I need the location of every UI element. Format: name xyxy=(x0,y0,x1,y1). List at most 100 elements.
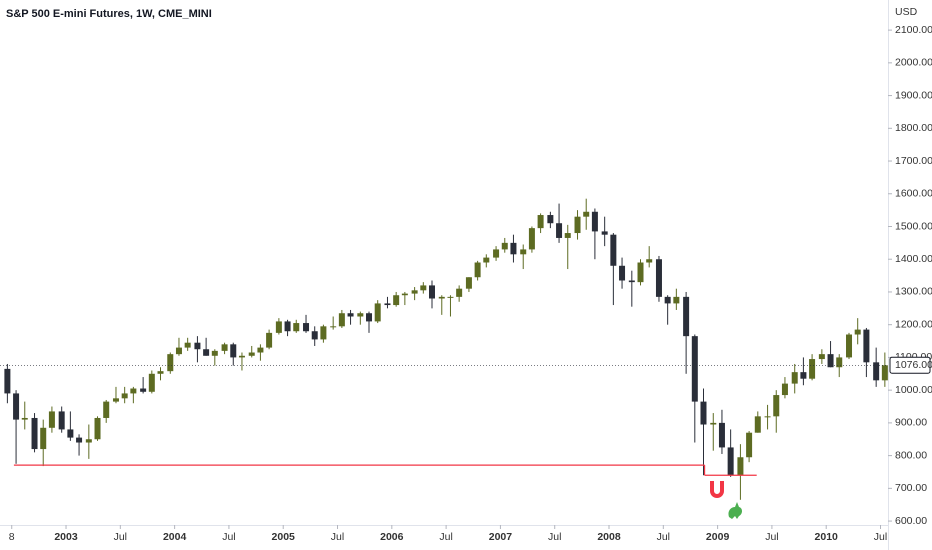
candle-body xyxy=(501,242,508,250)
x-tick-label: Jul xyxy=(874,531,887,543)
candle-body xyxy=(4,368,11,394)
candle-body xyxy=(483,257,490,263)
candle-body xyxy=(194,342,201,350)
candle-body xyxy=(85,439,92,443)
y-tick-label: 1000.00 xyxy=(895,384,932,396)
candle-body xyxy=(456,288,463,297)
candle-body xyxy=(211,350,218,356)
candle-body xyxy=(311,331,318,340)
x-tick-label: 2006 xyxy=(380,531,404,543)
y-tick-label: 1500.00 xyxy=(895,220,932,232)
y-tick-label: 700.00 xyxy=(895,482,927,494)
candle-body xyxy=(167,354,174,372)
candle-body xyxy=(754,416,761,433)
candle-body xyxy=(384,303,391,306)
x-tick-label: 2008 xyxy=(597,531,621,543)
candle-body xyxy=(619,265,626,281)
candle-body xyxy=(873,362,880,381)
candle-body xyxy=(266,332,273,348)
x-tick-label: Jul xyxy=(439,531,452,543)
candle-body xyxy=(781,383,788,396)
y-tick-label: 1900.00 xyxy=(895,89,932,101)
x-tick-label: 2004 xyxy=(163,531,187,543)
y-tick-label: 1800.00 xyxy=(895,122,932,134)
y-tick-label: 2100.00 xyxy=(895,24,932,36)
candle-body xyxy=(836,357,843,368)
candle-body xyxy=(537,215,544,229)
candle-body xyxy=(683,296,690,337)
candle-body xyxy=(40,427,47,450)
candle-body xyxy=(737,457,744,476)
candle-body xyxy=(420,285,427,291)
y-tick-label: 2000.00 xyxy=(895,57,932,69)
candle-body xyxy=(881,365,888,381)
candle-body xyxy=(366,313,373,322)
candle-body xyxy=(338,313,345,327)
candle-body xyxy=(184,342,191,348)
candle-body xyxy=(827,354,834,368)
candle-body xyxy=(583,211,590,217)
candle-body xyxy=(710,422,717,425)
candle-body xyxy=(347,313,354,317)
candle-body xyxy=(655,259,662,297)
y-tick-label: 1600.00 xyxy=(895,188,932,200)
candle-body xyxy=(773,395,780,417)
candle-body xyxy=(809,359,816,379)
candle-body xyxy=(718,422,725,448)
candle-body xyxy=(275,321,282,333)
candle-body xyxy=(591,211,598,232)
candle-body xyxy=(510,242,517,255)
candle-body xyxy=(13,393,20,420)
candle-body xyxy=(493,249,500,258)
chart-title: S&P 500 E-mini Futures, 1W, CME_MINI xyxy=(6,8,212,20)
candle-body xyxy=(791,372,798,384)
candle-body xyxy=(257,347,264,353)
candle-body xyxy=(48,411,55,428)
candle-body xyxy=(601,231,608,235)
x-tick-label: Jul xyxy=(331,531,344,543)
candle-body xyxy=(130,388,137,394)
candle-body xyxy=(574,216,581,234)
candle-body xyxy=(121,393,128,399)
candle-body xyxy=(556,223,563,238)
candle-body xyxy=(764,416,771,418)
x-tick-label: 2003 xyxy=(54,531,78,543)
candle-body xyxy=(330,326,337,328)
y-tick-label: 1200.00 xyxy=(895,318,932,330)
candle-body xyxy=(284,321,291,332)
x-tick-label: Jul xyxy=(657,531,670,543)
last-price-box xyxy=(889,356,931,374)
candle-body xyxy=(112,398,119,402)
candle-body xyxy=(58,411,65,430)
candle-body xyxy=(863,329,870,363)
candle-body xyxy=(31,417,38,450)
x-tick-label: Jul xyxy=(765,531,778,543)
candle-body xyxy=(691,336,698,402)
x-tick-label: 2009 xyxy=(706,531,730,543)
candle-body xyxy=(140,388,147,392)
y-tick-label: 600.00 xyxy=(895,515,927,527)
candle-body xyxy=(148,373,155,392)
candle-body xyxy=(846,334,853,358)
candle-body xyxy=(547,215,554,224)
last-price-label: 1076.00 xyxy=(895,359,932,371)
magnet-icon xyxy=(710,481,724,498)
candle-body xyxy=(221,344,228,351)
candle-body xyxy=(303,323,310,332)
plot-area xyxy=(0,198,888,500)
candle-body xyxy=(411,290,418,294)
candle-body xyxy=(76,437,83,443)
currency-label: USD xyxy=(895,6,918,18)
y-tick-label: 1400.00 xyxy=(895,253,932,265)
candle-body xyxy=(175,347,182,355)
candle-body xyxy=(438,296,445,299)
y-tick-label: 1300.00 xyxy=(895,286,932,298)
candle-body xyxy=(628,280,635,283)
candle-body xyxy=(157,371,164,374)
candle-body xyxy=(520,249,527,255)
candle-body xyxy=(474,262,481,278)
x-tick-label: 2005 xyxy=(272,531,296,543)
candle-body xyxy=(374,303,381,322)
candle-body xyxy=(230,344,237,358)
